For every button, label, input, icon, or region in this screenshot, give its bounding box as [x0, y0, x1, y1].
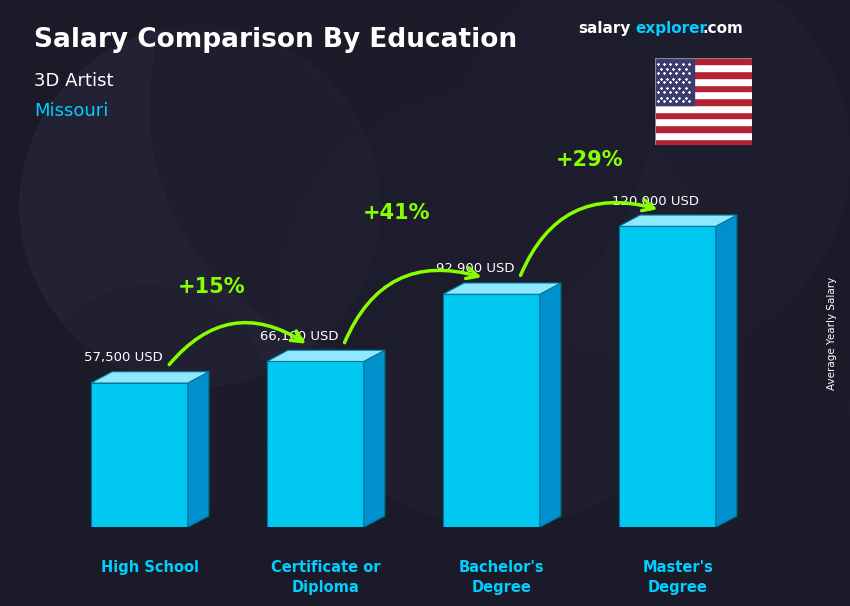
- Circle shape: [450, 0, 850, 356]
- Circle shape: [30, 286, 270, 526]
- Text: Average Yearly Salary: Average Yearly Salary: [827, 277, 837, 390]
- Circle shape: [280, 86, 720, 526]
- Bar: [654, 132, 752, 139]
- Bar: [654, 118, 752, 125]
- Bar: [267, 361, 364, 527]
- Text: explorer: explorer: [636, 21, 708, 36]
- Text: salary: salary: [578, 21, 631, 36]
- Polygon shape: [540, 283, 561, 527]
- Text: 66,100 USD: 66,100 USD: [260, 330, 338, 342]
- Polygon shape: [188, 371, 209, 527]
- Circle shape: [550, 256, 850, 556]
- Text: High School: High School: [101, 560, 199, 575]
- Bar: [654, 139, 752, 145]
- Text: 92,900 USD: 92,900 USD: [436, 262, 514, 276]
- Text: +41%: +41%: [362, 203, 430, 223]
- Bar: [654, 125, 752, 132]
- Circle shape: [20, 26, 380, 386]
- Text: +15%: +15%: [178, 278, 246, 298]
- Text: 57,500 USD: 57,500 USD: [84, 351, 162, 364]
- Bar: [654, 78, 752, 85]
- Bar: [654, 92, 752, 98]
- Text: Master's
Degree: Master's Degree: [643, 560, 713, 594]
- Bar: [654, 98, 752, 105]
- Polygon shape: [267, 350, 385, 361]
- Bar: [654, 71, 752, 78]
- Bar: [654, 112, 752, 118]
- Text: 3D Artist: 3D Artist: [34, 72, 114, 90]
- Bar: [91, 383, 188, 527]
- Bar: [619, 226, 716, 527]
- Circle shape: [150, 0, 650, 356]
- Polygon shape: [716, 215, 737, 527]
- Bar: [654, 58, 694, 105]
- Bar: [654, 64, 752, 71]
- Polygon shape: [364, 350, 385, 527]
- Text: Salary Comparison By Education: Salary Comparison By Education: [34, 27, 517, 53]
- Polygon shape: [91, 371, 209, 383]
- Polygon shape: [619, 215, 737, 226]
- Bar: [443, 295, 540, 527]
- Text: Certificate or
Diploma: Certificate or Diploma: [271, 560, 381, 594]
- Bar: [654, 58, 752, 64]
- Text: .com: .com: [702, 21, 743, 36]
- Text: Bachelor's
Degree: Bachelor's Degree: [459, 560, 545, 594]
- Text: +29%: +29%: [556, 150, 624, 170]
- Bar: [654, 85, 752, 92]
- Text: 120,000 USD: 120,000 USD: [612, 195, 699, 207]
- Bar: [654, 105, 752, 112]
- Polygon shape: [443, 283, 561, 295]
- Text: Missouri: Missouri: [34, 102, 109, 120]
